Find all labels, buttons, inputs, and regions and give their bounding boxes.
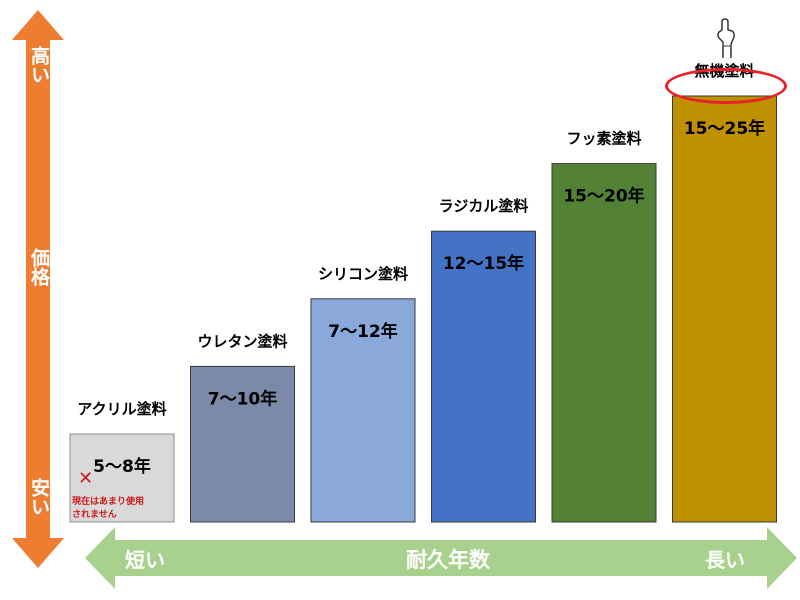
- bar-inorganic: [672, 95, 777, 523]
- pointing-hand-icon: [717, 18, 735, 58]
- category-label-acrylic: アクリル塗料: [77, 400, 166, 418]
- value-label-fluorine: 15～20年: [563, 186, 644, 207]
- acrylic-note: 現在はあまり使用 されません: [72, 496, 182, 522]
- value-label-acrylic: 5～8年: [93, 456, 151, 477]
- duration-arrow-shape: [85, 527, 797, 589]
- category-label-silicone: シリコン塗料: [318, 265, 408, 283]
- value-label-radical: 12～15年: [443, 253, 524, 274]
- not-recommended-cross: ✕: [78, 468, 94, 489]
- price-arrow-shape: [12, 10, 64, 568]
- bar-urethane: [190, 365, 295, 523]
- price-low-label: 安い: [28, 478, 50, 516]
- bar-acrylic: [69, 433, 175, 523]
- value-label-silicone: 7～12年: [328, 321, 398, 342]
- acrylic-note-line1: 現在はあまり使用: [72, 497, 145, 507]
- price-arrow: [12, 10, 64, 568]
- acrylic-note-line2: されません: [72, 510, 117, 520]
- bar-radical: [431, 230, 536, 523]
- value-label-inorganic: 15～25年: [684, 118, 765, 139]
- inorganic-highlight-ring: [665, 68, 787, 104]
- bar-silicone: [310, 298, 416, 523]
- duration-long-label: 長い: [705, 548, 745, 572]
- price-high-label: 高い: [28, 46, 50, 84]
- price-axis-label: 価格: [28, 248, 50, 286]
- category-label-radical: ラジカル塗料: [439, 197, 529, 215]
- duration-axis-label: 耐久年数: [406, 548, 490, 572]
- category-label-fluorine: フッ素塗料: [566, 130, 641, 148]
- duration-short-label: 短い: [125, 548, 165, 572]
- duration-arrow: [85, 527, 797, 589]
- value-label-urethane: 7～10年: [208, 388, 278, 409]
- category-label-urethane: ウレタン塗料: [197, 332, 287, 350]
- bar-fluorine: [551, 163, 657, 523]
